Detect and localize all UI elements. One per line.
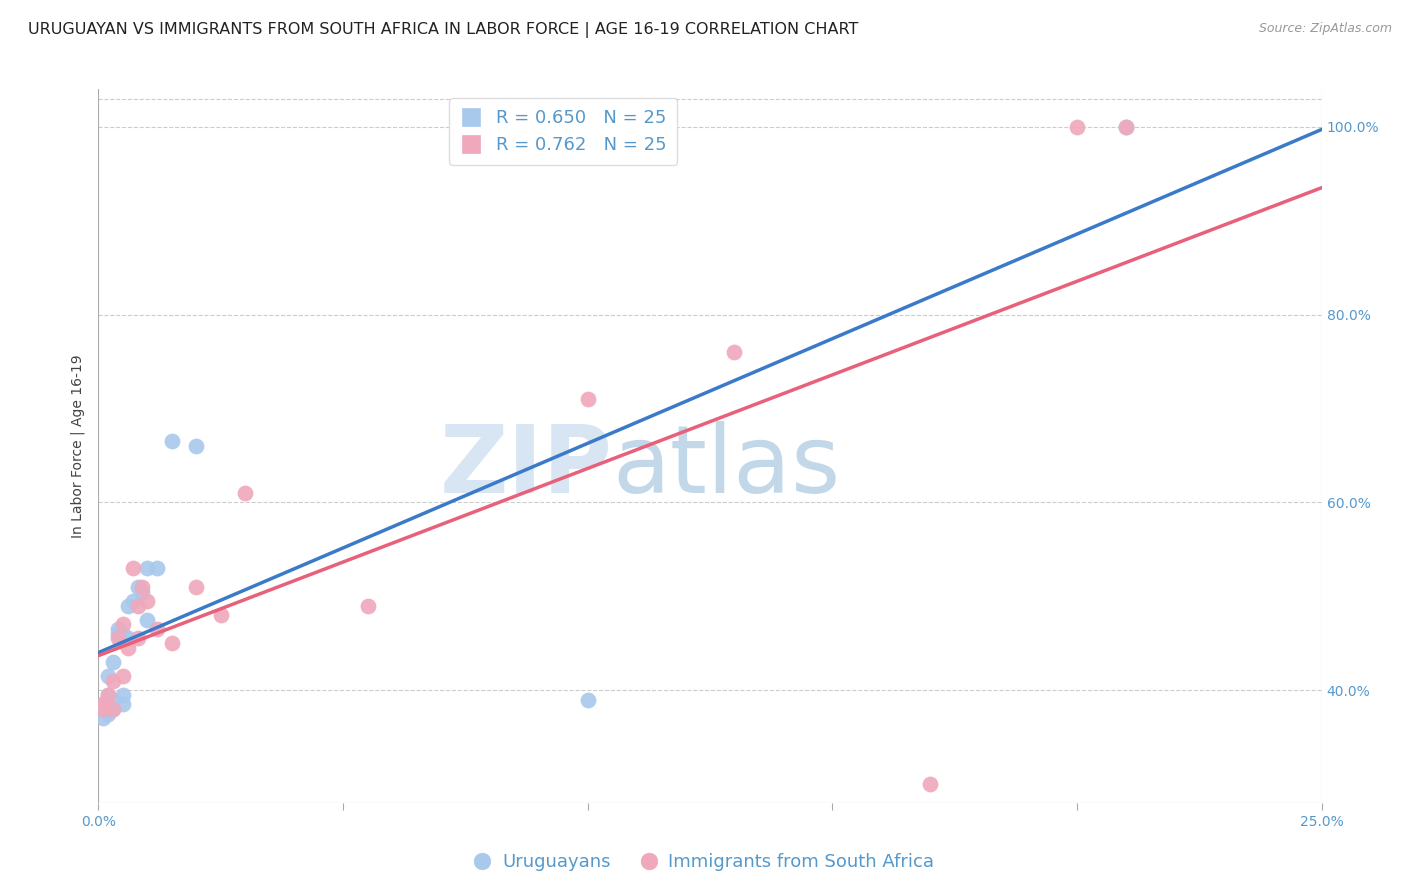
Point	[723, 345, 745, 359]
Point	[127, 632, 149, 646]
Point	[121, 594, 143, 608]
Point	[233, 486, 256, 500]
Point	[127, 599, 149, 613]
Point	[101, 655, 124, 669]
Point	[576, 392, 599, 406]
Point	[576, 692, 599, 706]
Point	[117, 632, 139, 646]
Point	[111, 627, 134, 641]
Point	[97, 706, 120, 721]
Point	[91, 697, 114, 711]
Point	[107, 632, 129, 646]
Legend: Uruguayans, Immigrants from South Africa: Uruguayans, Immigrants from South Africa	[464, 847, 942, 879]
Point	[146, 561, 169, 575]
Point	[97, 688, 120, 702]
Point	[111, 617, 134, 632]
Point	[136, 594, 159, 608]
Text: URUGUAYAN VS IMMIGRANTS FROM SOUTH AFRICA IN LABOR FORCE | AGE 16-19 CORRELATION: URUGUAYAN VS IMMIGRANTS FROM SOUTH AFRIC…	[28, 22, 859, 38]
Point	[101, 702, 124, 716]
Point	[117, 640, 139, 655]
Text: ZIP: ZIP	[439, 421, 612, 514]
Point	[1115, 120, 1137, 134]
Point	[107, 627, 129, 641]
Point	[97, 669, 120, 683]
Point	[101, 673, 124, 688]
Point	[146, 622, 169, 636]
Point	[111, 669, 134, 683]
Text: Source: ZipAtlas.com: Source: ZipAtlas.com	[1258, 22, 1392, 36]
Point	[209, 607, 232, 622]
Point	[131, 580, 153, 594]
Point	[136, 561, 159, 575]
Point	[121, 561, 143, 575]
Point	[101, 692, 124, 706]
Point	[1066, 120, 1088, 134]
Point	[160, 636, 183, 650]
Point	[920, 777, 942, 791]
Point	[101, 702, 124, 716]
Point	[356, 599, 378, 613]
Point	[91, 702, 114, 716]
Point	[111, 697, 134, 711]
Point	[1115, 120, 1137, 134]
Y-axis label: In Labor Force | Age 16-19: In Labor Force | Age 16-19	[70, 354, 84, 538]
Point	[127, 580, 149, 594]
Point	[91, 711, 114, 725]
Point	[186, 439, 208, 453]
Point	[91, 697, 114, 711]
Point	[186, 580, 208, 594]
Point	[136, 613, 159, 627]
Legend: R = 0.650   N = 25, R = 0.762   N = 25: R = 0.650 N = 25, R = 0.762 N = 25	[449, 98, 678, 165]
Point	[160, 434, 183, 449]
Point	[131, 584, 153, 599]
Point	[111, 688, 134, 702]
Point	[117, 599, 139, 613]
Point	[107, 622, 129, 636]
Text: atlas: atlas	[612, 421, 841, 514]
Point	[97, 688, 120, 702]
